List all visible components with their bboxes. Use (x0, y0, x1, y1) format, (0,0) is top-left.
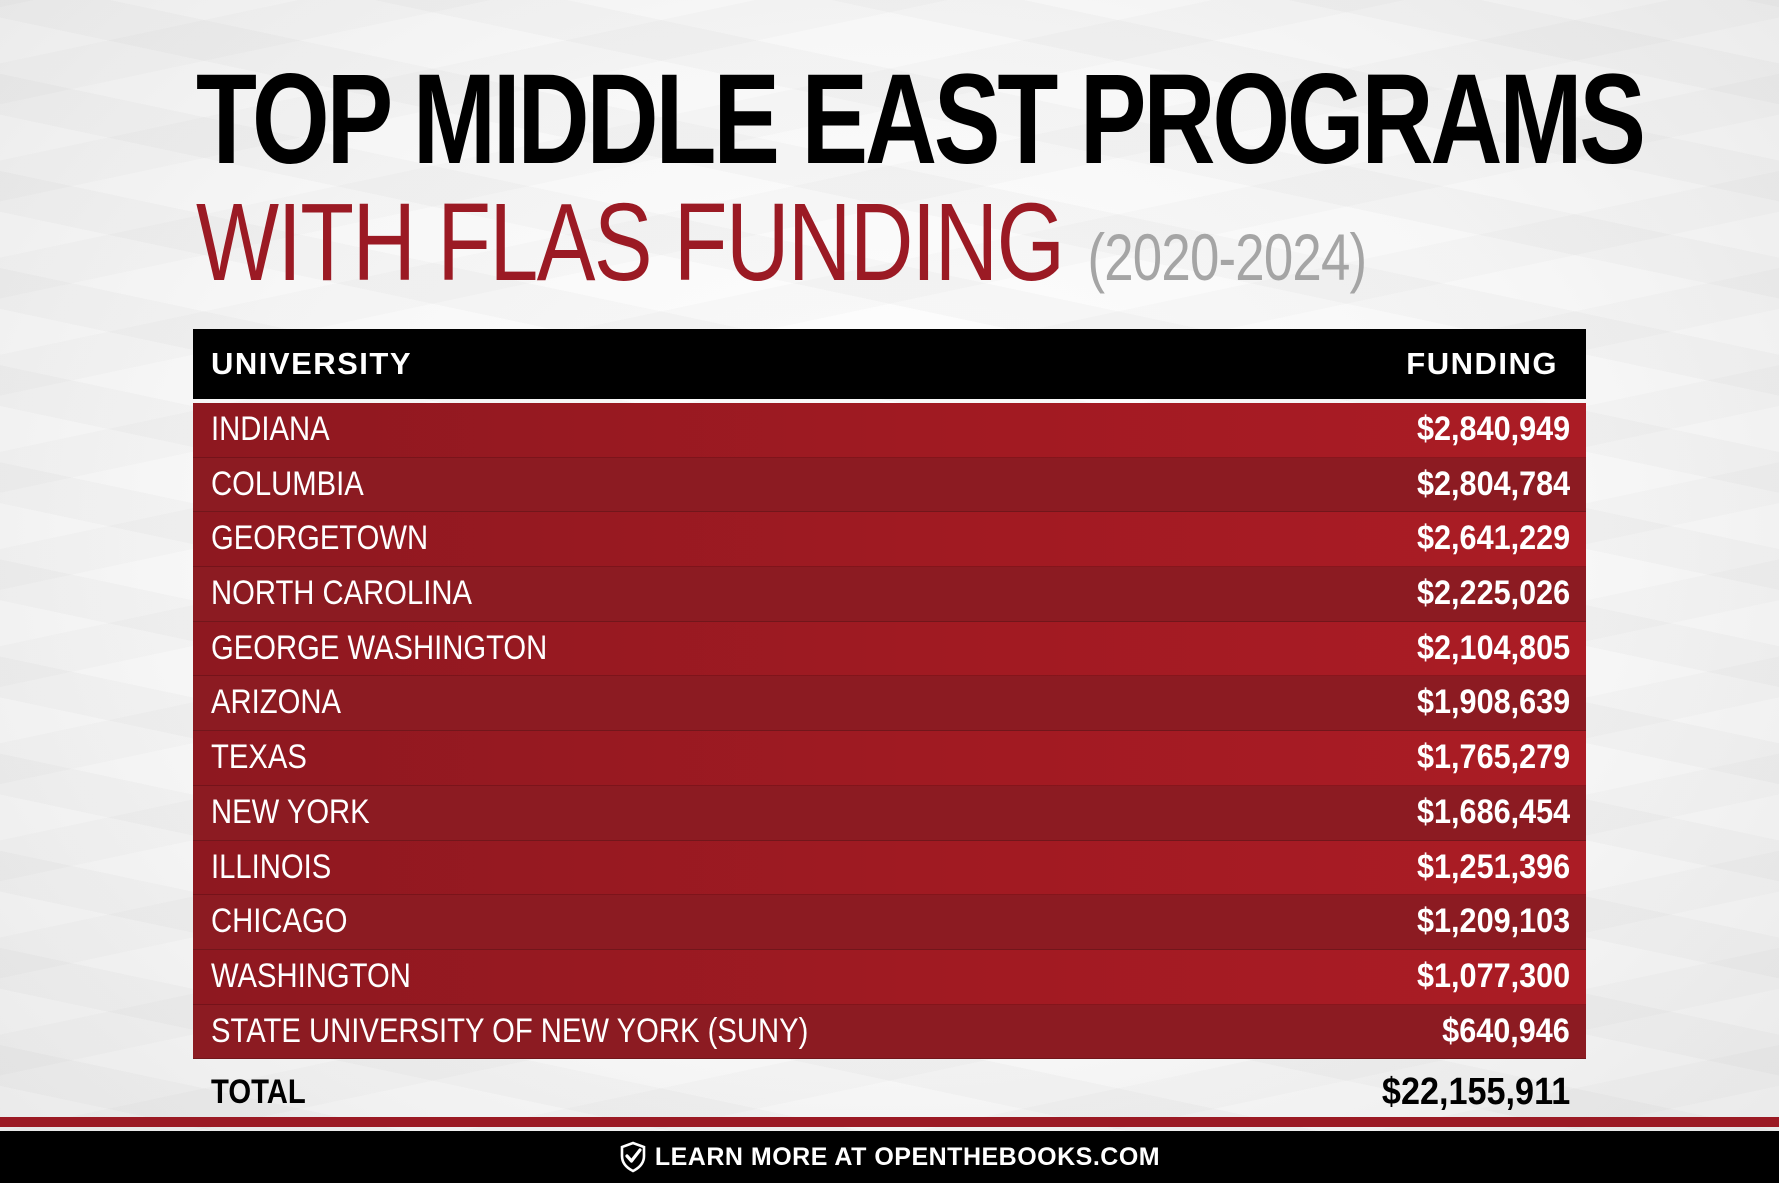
table-row: GEORGETOWN $2,641,229 (193, 512, 1586, 568)
table-row: INDIANA $2,840,949 (193, 403, 1586, 458)
university-name: ARIZONA (211, 683, 341, 722)
footer-red-stripe (0, 1117, 1779, 1127)
table-row: ILLINOIS $1,251,396 (193, 840, 1586, 896)
funding-amount: $1,209,103 (1416, 902, 1570, 941)
funding-amount: $2,804,784 (1416, 464, 1570, 503)
funding-amount: $640,946 (1442, 1011, 1570, 1050)
page-subtitle: WITH FLAS FUNDING (2020-2024) (196, 188, 1367, 312)
university-name: STATE UNIVERSITY OF NEW YORK (SUNY) (211, 1011, 809, 1050)
table-row: ARIZONA $1,908,639 (193, 676, 1586, 732)
column-header-funding: FUNDING (1406, 346, 1558, 381)
table-header: UNIVERSITY FUNDING (193, 329, 1586, 399)
year-range: (2020-2024) (1087, 220, 1367, 294)
university-name: TEXAS (211, 738, 307, 777)
table-body: INDIANA $2,840,949 COLUMBIA $2,804,784 GEORG… (193, 403, 1586, 1060)
footer-link-text[interactable]: LEARN MORE AT OPENTHEBOOKS.COM (654, 1142, 1161, 1171)
table-row: NORTH CAROLINA $2,225,026 (193, 567, 1586, 622)
university-name: INDIANA (211, 410, 330, 448)
university-name: COLUMBIA (211, 464, 364, 503)
university-name: NORTH CAROLINA (211, 574, 473, 613)
table-row: NEW YORK $1,686,454 (193, 785, 1586, 841)
total-value: $22,155,911 (1381, 1071, 1570, 1114)
university-name: GEORGE WASHINGTON (211, 628, 548, 667)
funding-amount: $2,840,949 (1416, 410, 1570, 448)
funding-amount: $1,765,279 (1416, 738, 1570, 777)
check-shield-icon (620, 1141, 646, 1173)
column-header-university: UNIVERSITY (211, 346, 413, 381)
table-row: WASHINGTON $1,077,300 (193, 949, 1586, 1005)
funding-amount: $1,908,639 (1416, 683, 1570, 722)
subtitle-text: WITH FLAS FUNDING (196, 181, 1065, 304)
university-name: NEW YORK (211, 792, 370, 831)
total-label: TOTAL (211, 1073, 306, 1112)
university-name: GEORGETOWN (211, 519, 429, 558)
funding-table: UNIVERSITY FUNDING INDIANA $2,840,949 COLU… (193, 329, 1586, 1125)
funding-amount: $2,641,229 (1416, 519, 1570, 558)
university-name: WASHINGTON (211, 956, 411, 995)
table-row: TEXAS $1,765,279 (193, 731, 1586, 786)
table-row: STATE UNIVERSITY OF NEW YORK (SUNY) $640,… (193, 1004, 1586, 1060)
funding-amount: $2,225,026 (1416, 574, 1570, 613)
table-row: GEORGE WASHINGTON $2,104,805 (193, 621, 1586, 677)
footer-bar[interactable]: LEARN MORE AT OPENTHEBOOKS.COM (0, 1131, 1779, 1183)
table-row: COLUMBIA $2,804,784 (193, 457, 1586, 513)
university-name: CHICAGO (211, 902, 348, 941)
funding-amount: $1,251,396 (1416, 847, 1570, 886)
table-row: CHICAGO $1,209,103 (193, 895, 1586, 950)
funding-amount: $1,686,454 (1416, 792, 1570, 831)
page-title: TOP MIDDLE EAST PROGRAMS (196, 48, 1646, 191)
total-row: TOTAL $22,155,911 (193, 1059, 1586, 1125)
funding-amount: $1,077,300 (1416, 956, 1570, 995)
funding-amount: $2,104,805 (1416, 628, 1570, 667)
university-name: ILLINOIS (211, 847, 332, 886)
